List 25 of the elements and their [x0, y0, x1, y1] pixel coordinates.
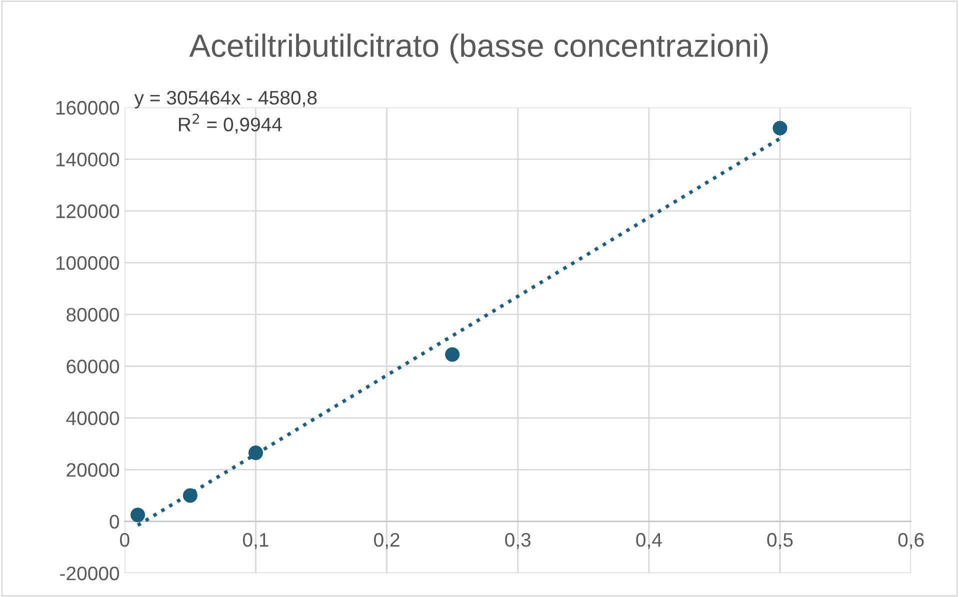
point: [248, 446, 264, 460]
x-tick-label: 0,3: [505, 533, 531, 550]
y-tick-label: 140000: [56, 152, 120, 166]
x-tick-label: 0,2: [374, 533, 400, 550]
x-tick-label: 0: [120, 533, 130, 547]
point: [772, 120, 788, 136]
y-tick-label: 120000: [56, 204, 120, 218]
y-tick-label: -20000: [60, 566, 120, 580]
annotation: y = 305464x - 4580,8: [134, 90, 317, 109]
y-tick-label: 20000: [66, 463, 120, 477]
y-tick-label: 100000: [56, 256, 120, 270]
y-tick-label: 60000: [66, 360, 120, 374]
y-tick-label: 80000: [66, 308, 120, 322]
y-tick-label: 0: [110, 514, 120, 529]
point: [130, 508, 146, 522]
y-tick-label: 40000: [66, 411, 120, 426]
chart-title: Acetiltributilcitrato (basse concentrazioni): [189, 34, 768, 64]
x-tick-label: 0,4: [636, 533, 662, 550]
x-tick-label: 0,5: [767, 533, 793, 550]
point: [445, 347, 460, 362]
annotation: R$^{2}$ = 0,9944: [179, 114, 282, 134]
y-tick-label: 160000: [56, 100, 120, 115]
x-tick-label: 0,1: [242, 533, 268, 550]
x-tick-label: 0,6: [898, 533, 924, 550]
point: [182, 488, 198, 503]
